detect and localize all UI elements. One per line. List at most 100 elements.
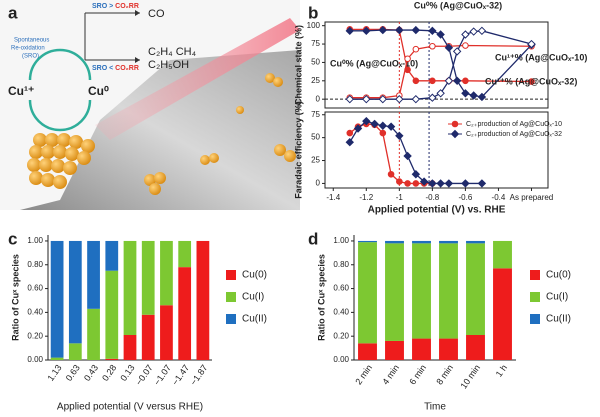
bar-segment xyxy=(160,305,173,360)
x-tick-label: −1.87 xyxy=(188,363,209,387)
legend-label: Cu(0) xyxy=(546,270,571,281)
y-tick-label: 0.20 xyxy=(333,331,349,340)
legend-marker xyxy=(451,120,459,128)
x-tick-label: 1 h xyxy=(494,363,509,379)
panel-label: d xyxy=(308,229,318,248)
product: C₂H₅OH xyxy=(148,59,189,71)
legend-label: Cu(0) xyxy=(242,270,267,281)
x-tick-label: −0.07 xyxy=(134,363,155,387)
marker xyxy=(370,119,379,129)
y-axis-label: Ratio of Cuˣ species xyxy=(316,254,326,341)
legend-label: Cu(I) xyxy=(546,292,568,303)
bar-segment xyxy=(105,240,119,271)
x-axis-label: Applied potential (V versus RHE) xyxy=(57,402,203,413)
legend-swatch xyxy=(226,292,236,302)
bar-segment xyxy=(178,240,192,268)
x-tick-label: 0.43 xyxy=(82,363,100,383)
marker xyxy=(429,42,436,50)
sro-label: Spontaneous xyxy=(14,38,49,44)
series-annotation: Cu¹⁺% (Ag@CuOₓ-10) xyxy=(495,52,587,62)
x-tick-label: 4 min xyxy=(380,363,401,387)
marker xyxy=(362,94,371,104)
x-tick-label: −1.47 xyxy=(170,363,191,387)
rule-bottom: SRO < CO₂RR xyxy=(92,65,139,72)
bar-segment xyxy=(105,270,119,359)
marker xyxy=(461,30,470,39)
marker xyxy=(436,30,445,39)
legend-label: Cu(II) xyxy=(546,314,571,325)
y-tick-label: 0.00 xyxy=(27,355,43,364)
legend-swatch xyxy=(226,270,236,280)
bar-segment xyxy=(105,358,119,360)
x-axis-label: Time xyxy=(424,402,446,413)
marker xyxy=(477,179,487,188)
legend-label: Cu(II) xyxy=(242,314,267,325)
x-tick-label: 8 min xyxy=(434,363,455,387)
marker xyxy=(362,116,371,126)
bar-segment xyxy=(358,240,377,243)
marker xyxy=(477,92,487,102)
series-annotation: Cu⁰% (Ag@CuOₓ-32) xyxy=(414,0,502,10)
product: C₂H₄ CH₄ xyxy=(148,46,197,58)
cu1-label: Cu¹⁺ xyxy=(8,84,34,98)
marker xyxy=(378,25,388,35)
bar-segment xyxy=(87,240,100,309)
panel-label: c xyxy=(8,229,17,248)
marker xyxy=(378,121,388,130)
marker xyxy=(395,25,404,35)
y-tick-label: 1.00 xyxy=(27,236,43,245)
marker xyxy=(395,94,404,104)
y-axis-label: Chemical state (%) xyxy=(293,25,303,105)
legend-label: C₂₊production of Ag@CuOₓ-10 xyxy=(466,121,562,128)
bar-segment xyxy=(385,240,404,244)
legend-label: C₂₊production of Ag@CuOₓ-32 xyxy=(466,131,562,138)
y-tick-label: 0.00 xyxy=(333,355,349,364)
bar-segment xyxy=(466,335,485,360)
legend-label: Cu(I) xyxy=(242,292,264,303)
x-tick-label: -0.4 xyxy=(492,193,506,202)
panel-label: a xyxy=(8,3,18,22)
bar-segment xyxy=(412,240,431,244)
marker xyxy=(396,178,403,185)
bar-segment xyxy=(493,268,512,360)
panel-a-art xyxy=(0,0,300,210)
marker xyxy=(461,89,470,98)
marker xyxy=(412,77,420,85)
marker xyxy=(528,78,535,85)
x-tick-label: -1.4 xyxy=(326,193,340,202)
legend-swatch xyxy=(226,314,236,324)
x-tick-label: 0.28 xyxy=(100,363,118,383)
marker xyxy=(345,94,354,104)
bar-segment xyxy=(385,340,404,360)
bar-segment xyxy=(68,240,82,344)
x-tick-label: -1 xyxy=(396,193,404,202)
x-tick-label: -0.8 xyxy=(425,193,439,202)
marker xyxy=(452,76,462,86)
legend-swatch xyxy=(530,270,540,280)
marker xyxy=(411,170,421,179)
y-tick-label: 0.80 xyxy=(333,260,349,269)
marker xyxy=(387,170,395,178)
legend-marker xyxy=(450,129,460,139)
y-tick-label: 0.80 xyxy=(27,260,43,269)
series-annotation: Cu⁰% (Ag@CuOₓ-10) xyxy=(330,58,418,68)
y-axis-label: Ratio of Cuˣ species xyxy=(10,254,20,341)
bar-segment xyxy=(439,243,458,339)
bar-segment xyxy=(178,267,192,360)
y-tick-label: 0 xyxy=(316,94,321,103)
y-tick-label: 0.40 xyxy=(333,307,349,316)
panel-label: b xyxy=(308,3,318,22)
bar-segment xyxy=(466,243,485,335)
marker xyxy=(346,129,354,137)
marker xyxy=(412,45,420,53)
marker xyxy=(404,180,411,187)
marker xyxy=(404,55,411,63)
marker xyxy=(411,94,421,104)
marker xyxy=(462,42,469,49)
series-annotation: Cu¹⁺% (Ag@CuOₓ-32) xyxy=(485,76,577,86)
marker xyxy=(345,26,354,36)
marker xyxy=(403,151,412,161)
marker xyxy=(386,122,396,131)
bar-segment xyxy=(385,243,404,341)
